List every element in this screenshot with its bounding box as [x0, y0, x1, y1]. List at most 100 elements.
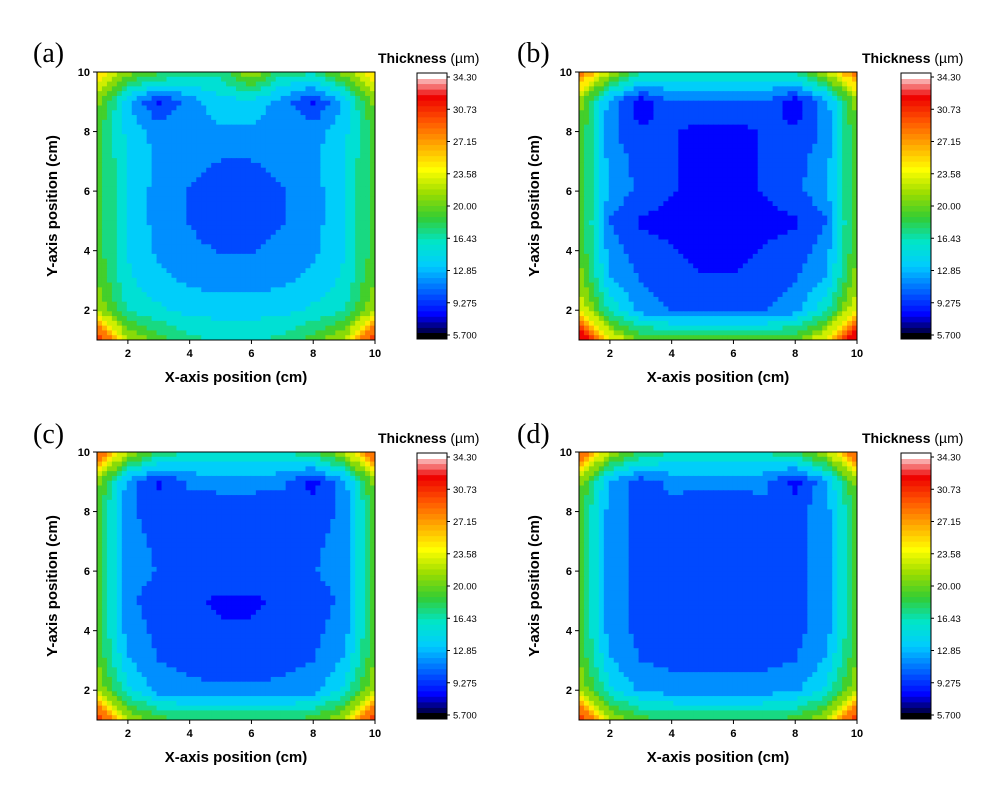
contour-cell: [136, 301, 143, 308]
contour-cell: [325, 287, 331, 293]
contour-cell: [280, 301, 287, 308]
contour-cell: [265, 91, 272, 97]
contour-cell: [658, 95, 664, 102]
contour-cell: [325, 335, 331, 340]
contour-cell: [171, 253, 178, 260]
contour-cell: [628, 139, 635, 145]
contour-cell: [305, 311, 312, 317]
contour-cell: [837, 196, 843, 202]
colorbar-band: [417, 261, 447, 268]
contour-cell: [335, 201, 341, 207]
contour-cell: [141, 72, 148, 78]
contour-cell: [370, 158, 375, 164]
contour-cell: [792, 153, 799, 159]
contour-cell: [310, 139, 317, 145]
contour-cell: [181, 253, 187, 260]
contour-cell: [588, 215, 595, 221]
contour-cell: [837, 86, 843, 92]
contour-cell: [226, 225, 232, 231]
contour-cell: [131, 263, 138, 269]
contour-cell: [365, 105, 371, 111]
contour-cell: [106, 253, 113, 260]
contour-cell: [325, 220, 331, 226]
contour-cell: [106, 110, 113, 116]
contour-cell: [703, 186, 709, 193]
contour-cell: [360, 234, 366, 241]
contour-cell: [121, 263, 128, 269]
contour-cell: [236, 268, 242, 274]
contour-cell: [305, 139, 312, 145]
contour-cell: [295, 268, 302, 274]
contour-cell: [136, 273, 143, 279]
contour-cell: [211, 119, 217, 126]
contour-cell: [191, 225, 197, 231]
contour-cell: [191, 316, 197, 322]
contour-cell: [265, 76, 272, 83]
contour-cell: [226, 263, 232, 269]
contour-cell: [673, 134, 679, 140]
contour-cell: [613, 129, 620, 135]
contour-cell: [126, 148, 133, 154]
contour-cell: [121, 153, 128, 159]
contour-cell: [335, 134, 341, 140]
contour-cell: [752, 143, 759, 150]
contour-cell: [146, 162, 153, 169]
contour-cell: [852, 148, 857, 154]
contour-cell: [285, 311, 292, 317]
contour-cell: [618, 129, 625, 135]
contour-cell: [231, 253, 237, 260]
contour-cell: [842, 143, 848, 150]
contour-cell: [742, 91, 749, 97]
contour-cell: [131, 316, 138, 322]
contour-cell: [121, 301, 128, 308]
contour-cell: [579, 115, 585, 121]
contour-cell: [325, 292, 331, 298]
contour-cell: [226, 234, 232, 241]
contour-cell: [226, 182, 232, 188]
contour-cell: [97, 306, 103, 312]
contour-cell: [285, 110, 292, 116]
contour-cell: [236, 172, 242, 178]
contour-cell: [360, 91, 366, 97]
contour-cell: [295, 186, 302, 193]
contour-cell: [141, 167, 148, 174]
contour-cell: [141, 249, 148, 255]
contour-cell: [97, 191, 103, 198]
contour-cell: [837, 139, 843, 145]
contour-cell: [265, 158, 272, 164]
contour-cell: [370, 172, 375, 178]
contour-cell: [126, 206, 133, 212]
contour-cell: [713, 86, 719, 92]
contour-cell: [181, 320, 187, 327]
contour-cell: [186, 263, 192, 269]
contour-cell: [330, 311, 336, 317]
contour-cell: [206, 105, 212, 111]
contour-cell: [236, 292, 242, 298]
contour-cell: [111, 100, 118, 107]
contour-cell: [295, 277, 302, 284]
contour-cell: [226, 148, 232, 154]
contour-cell: [633, 215, 640, 221]
contour-cell: [176, 91, 182, 97]
contour-cell: [628, 115, 635, 121]
contour-cell: [226, 215, 232, 221]
contour-cell: [340, 76, 346, 83]
contour-cell: [638, 148, 645, 154]
contour-cell: [131, 172, 138, 178]
contour-cell: [101, 268, 108, 274]
contour-cell: [608, 220, 615, 226]
contour-cell: [240, 91, 247, 97]
contour-cell: [370, 191, 375, 198]
contour-cell: [201, 215, 207, 221]
contour-cell: [320, 335, 326, 340]
contour-cell: [231, 148, 237, 154]
contour-cell: [842, 76, 848, 83]
contour-cell: [648, 177, 655, 183]
contour-cell: [186, 273, 192, 279]
contour-cell: [226, 177, 232, 183]
contour-cell: [360, 191, 366, 198]
contour-cell: [211, 320, 217, 327]
contour-cell: [832, 182, 838, 188]
contour-cell: [315, 105, 321, 111]
contour-cell: [201, 229, 207, 236]
